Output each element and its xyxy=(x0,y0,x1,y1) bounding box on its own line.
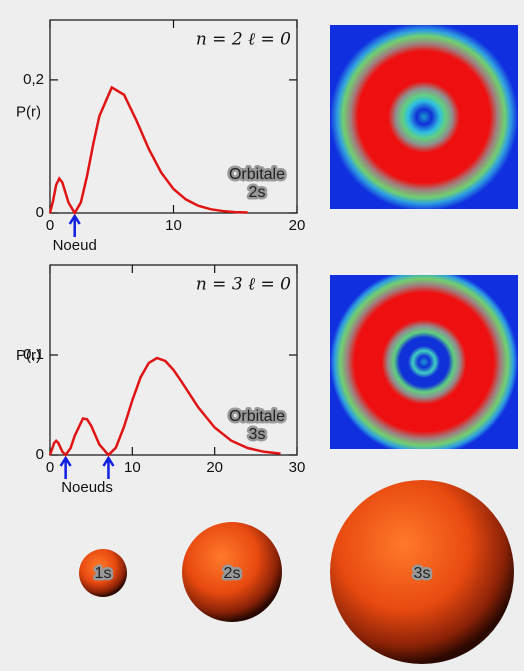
node-label: Noeud xyxy=(53,237,97,254)
node-arrow xyxy=(70,216,80,237)
density-image xyxy=(330,275,518,449)
y-tick-label: 0 xyxy=(36,204,44,221)
page: {"chart_data": [ {"type": "line", "y_lab… xyxy=(0,0,524,671)
annotation: n = 2 ℓ = 0 xyxy=(196,30,291,50)
y-axis-label: P(r) xyxy=(16,347,41,364)
data-line xyxy=(50,358,281,455)
y-tick-label: 0,2 xyxy=(23,71,44,88)
orbital-label: Orbitale xyxy=(229,166,285,183)
sphere-label: 2s xyxy=(224,565,241,582)
density-image xyxy=(330,25,518,209)
x-tick-label: 20 xyxy=(289,217,306,234)
annotation: n = 3 ℓ = 0 xyxy=(196,275,291,295)
x-tick-label: 20 xyxy=(206,459,223,476)
sphere-label: 1s xyxy=(95,565,112,582)
orbital-label: Orbitale xyxy=(229,408,285,425)
y-tick-label: 0 xyxy=(36,446,44,463)
orbital-label: 3s xyxy=(249,426,266,443)
node-arrow xyxy=(61,458,71,479)
x-tick-label: 10 xyxy=(165,217,182,234)
node-label: Noeuds xyxy=(61,479,113,496)
x-tick-label: 30 xyxy=(289,459,306,476)
figure: 1s 2s 3s 0 10 20 0 0,2 P(r) n = 2 ℓ = 0 Orbital… xyxy=(0,0,524,671)
sphere-label: 3s xyxy=(414,565,431,582)
data-line xyxy=(50,87,248,213)
x-tick-label: 0 xyxy=(46,217,54,234)
x-tick-label: 0 xyxy=(46,459,54,476)
x-tick-label: 10 xyxy=(124,459,141,476)
orbital-label: 2s xyxy=(249,184,266,201)
node-arrow xyxy=(103,458,113,479)
y-axis-label: P(r) xyxy=(16,104,41,121)
